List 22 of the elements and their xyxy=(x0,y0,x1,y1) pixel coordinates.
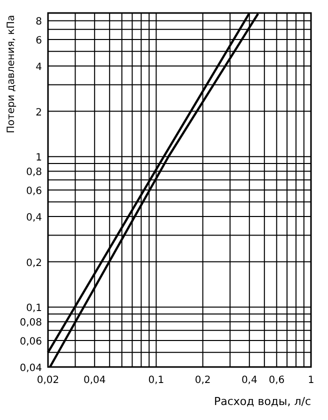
y-tick-label: 0,1 xyxy=(26,303,42,314)
y-tick-label: 0,4 xyxy=(26,212,42,224)
x-tick-label: 0,2 xyxy=(194,375,211,386)
y-tick-label: 8 xyxy=(36,16,42,28)
x-tick-label: 0,6 xyxy=(268,375,285,386)
y-tick-label: 0,6 xyxy=(26,186,42,197)
x-tick-label: 0,04 xyxy=(83,375,106,386)
y-axis-title: Потери давления, кПа xyxy=(6,15,17,134)
x-tick-label: 0,02 xyxy=(36,375,60,386)
y-tick-label: 1 xyxy=(36,152,42,164)
y-tick-label: 6 xyxy=(36,36,42,46)
x-axis-title: Расход воды, л/с xyxy=(214,395,311,408)
y-tick-label: 0,08 xyxy=(20,318,42,329)
y-tick-label: 4 xyxy=(36,62,42,74)
y-tick-label: 2 xyxy=(36,107,42,118)
x-tick-label: 0,1 xyxy=(148,375,164,386)
y-tick-label: 0,04 xyxy=(20,363,42,374)
x-tick-label: 1 xyxy=(308,375,314,386)
y-tick-label: 0,06 xyxy=(20,336,42,348)
y-tick-label: 0,8 xyxy=(26,167,42,178)
x-tick-label: 0,4 xyxy=(241,375,258,386)
y-tick-label: 0,2 xyxy=(26,258,42,269)
